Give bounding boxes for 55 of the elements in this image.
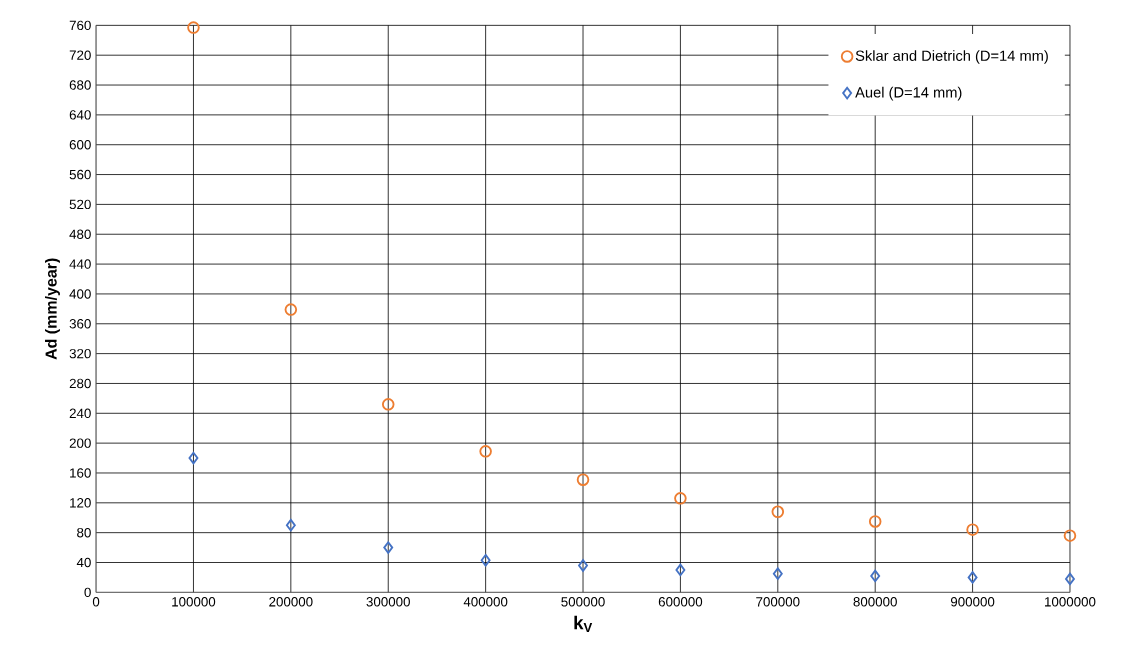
y-tick-label: 200 bbox=[69, 438, 91, 448]
point bbox=[868, 515, 882, 528]
point bbox=[284, 303, 298, 316]
y-tick-label: 80 bbox=[77, 527, 91, 538]
point bbox=[188, 451, 199, 465]
point bbox=[1063, 529, 1077, 542]
x-tick-label: 100000 bbox=[172, 596, 216, 607]
point bbox=[381, 397, 395, 411]
y-tick-label: 40 bbox=[76, 557, 91, 568]
point bbox=[675, 563, 686, 577]
y-tick-label: 240 bbox=[69, 408, 91, 418]
y-tick-label: 600 bbox=[69, 139, 91, 150]
y-tick-label: 280 bbox=[69, 378, 91, 388]
y-tick-label: 400 bbox=[69, 289, 91, 299]
x-tick-label: 400000 bbox=[463, 596, 508, 607]
point bbox=[674, 491, 687, 505]
y-axis-title: Ad (mm/year) bbox=[45, 258, 60, 360]
point bbox=[383, 541, 394, 554]
x-tick-label: 500000 bbox=[561, 596, 605, 607]
y-tick-label: 560 bbox=[69, 169, 91, 180]
y-tick-label: 360 bbox=[69, 318, 91, 329]
x-tick-label: 900000 bbox=[950, 596, 995, 607]
point bbox=[480, 553, 491, 567]
y-tick-label: 680 bbox=[69, 80, 91, 90]
y-tick-label: 120 bbox=[70, 497, 91, 508]
y-tick-label: 320 bbox=[69, 348, 91, 359]
y-tick-label: 0 bbox=[84, 587, 91, 597]
point bbox=[771, 505, 785, 518]
x-tick-label: 200000 bbox=[269, 596, 313, 607]
point bbox=[967, 570, 978, 584]
point bbox=[479, 444, 492, 458]
point bbox=[1065, 572, 1075, 586]
y-tick-label: 480 bbox=[69, 229, 91, 239]
point bbox=[578, 559, 588, 572]
y-tick-label: 520 bbox=[69, 199, 91, 209]
y-tick-label: 640 bbox=[69, 109, 91, 120]
x-tick-label: 0 bbox=[92, 596, 100, 607]
point bbox=[576, 473, 590, 486]
x-tick-label: 800000 bbox=[853, 596, 897, 607]
y-tick-label: 440 bbox=[69, 259, 91, 269]
legend-label: Sklar and Dietrich (D=14 mm) bbox=[855, 49, 1048, 64]
y-tick-label: 720 bbox=[69, 50, 91, 60]
x-tick-label: 700000 bbox=[756, 596, 800, 607]
x-tick-label: 600000 bbox=[658, 596, 703, 607]
point bbox=[870, 569, 881, 583]
x-tick-label: 300000 bbox=[366, 596, 410, 607]
point bbox=[187, 21, 200, 34]
point bbox=[966, 523, 979, 536]
y-tick-label: 160 bbox=[70, 468, 91, 478]
x-axis-title: k$_{V}$ bbox=[574, 615, 593, 632]
point bbox=[285, 518, 296, 532]
y-tick-label: 760 bbox=[69, 20, 91, 30]
legend-label: Auel (D=14 mm) bbox=[855, 86, 962, 101]
x-tick-label: 1000000 bbox=[1045, 596, 1096, 607]
point bbox=[772, 567, 783, 580]
